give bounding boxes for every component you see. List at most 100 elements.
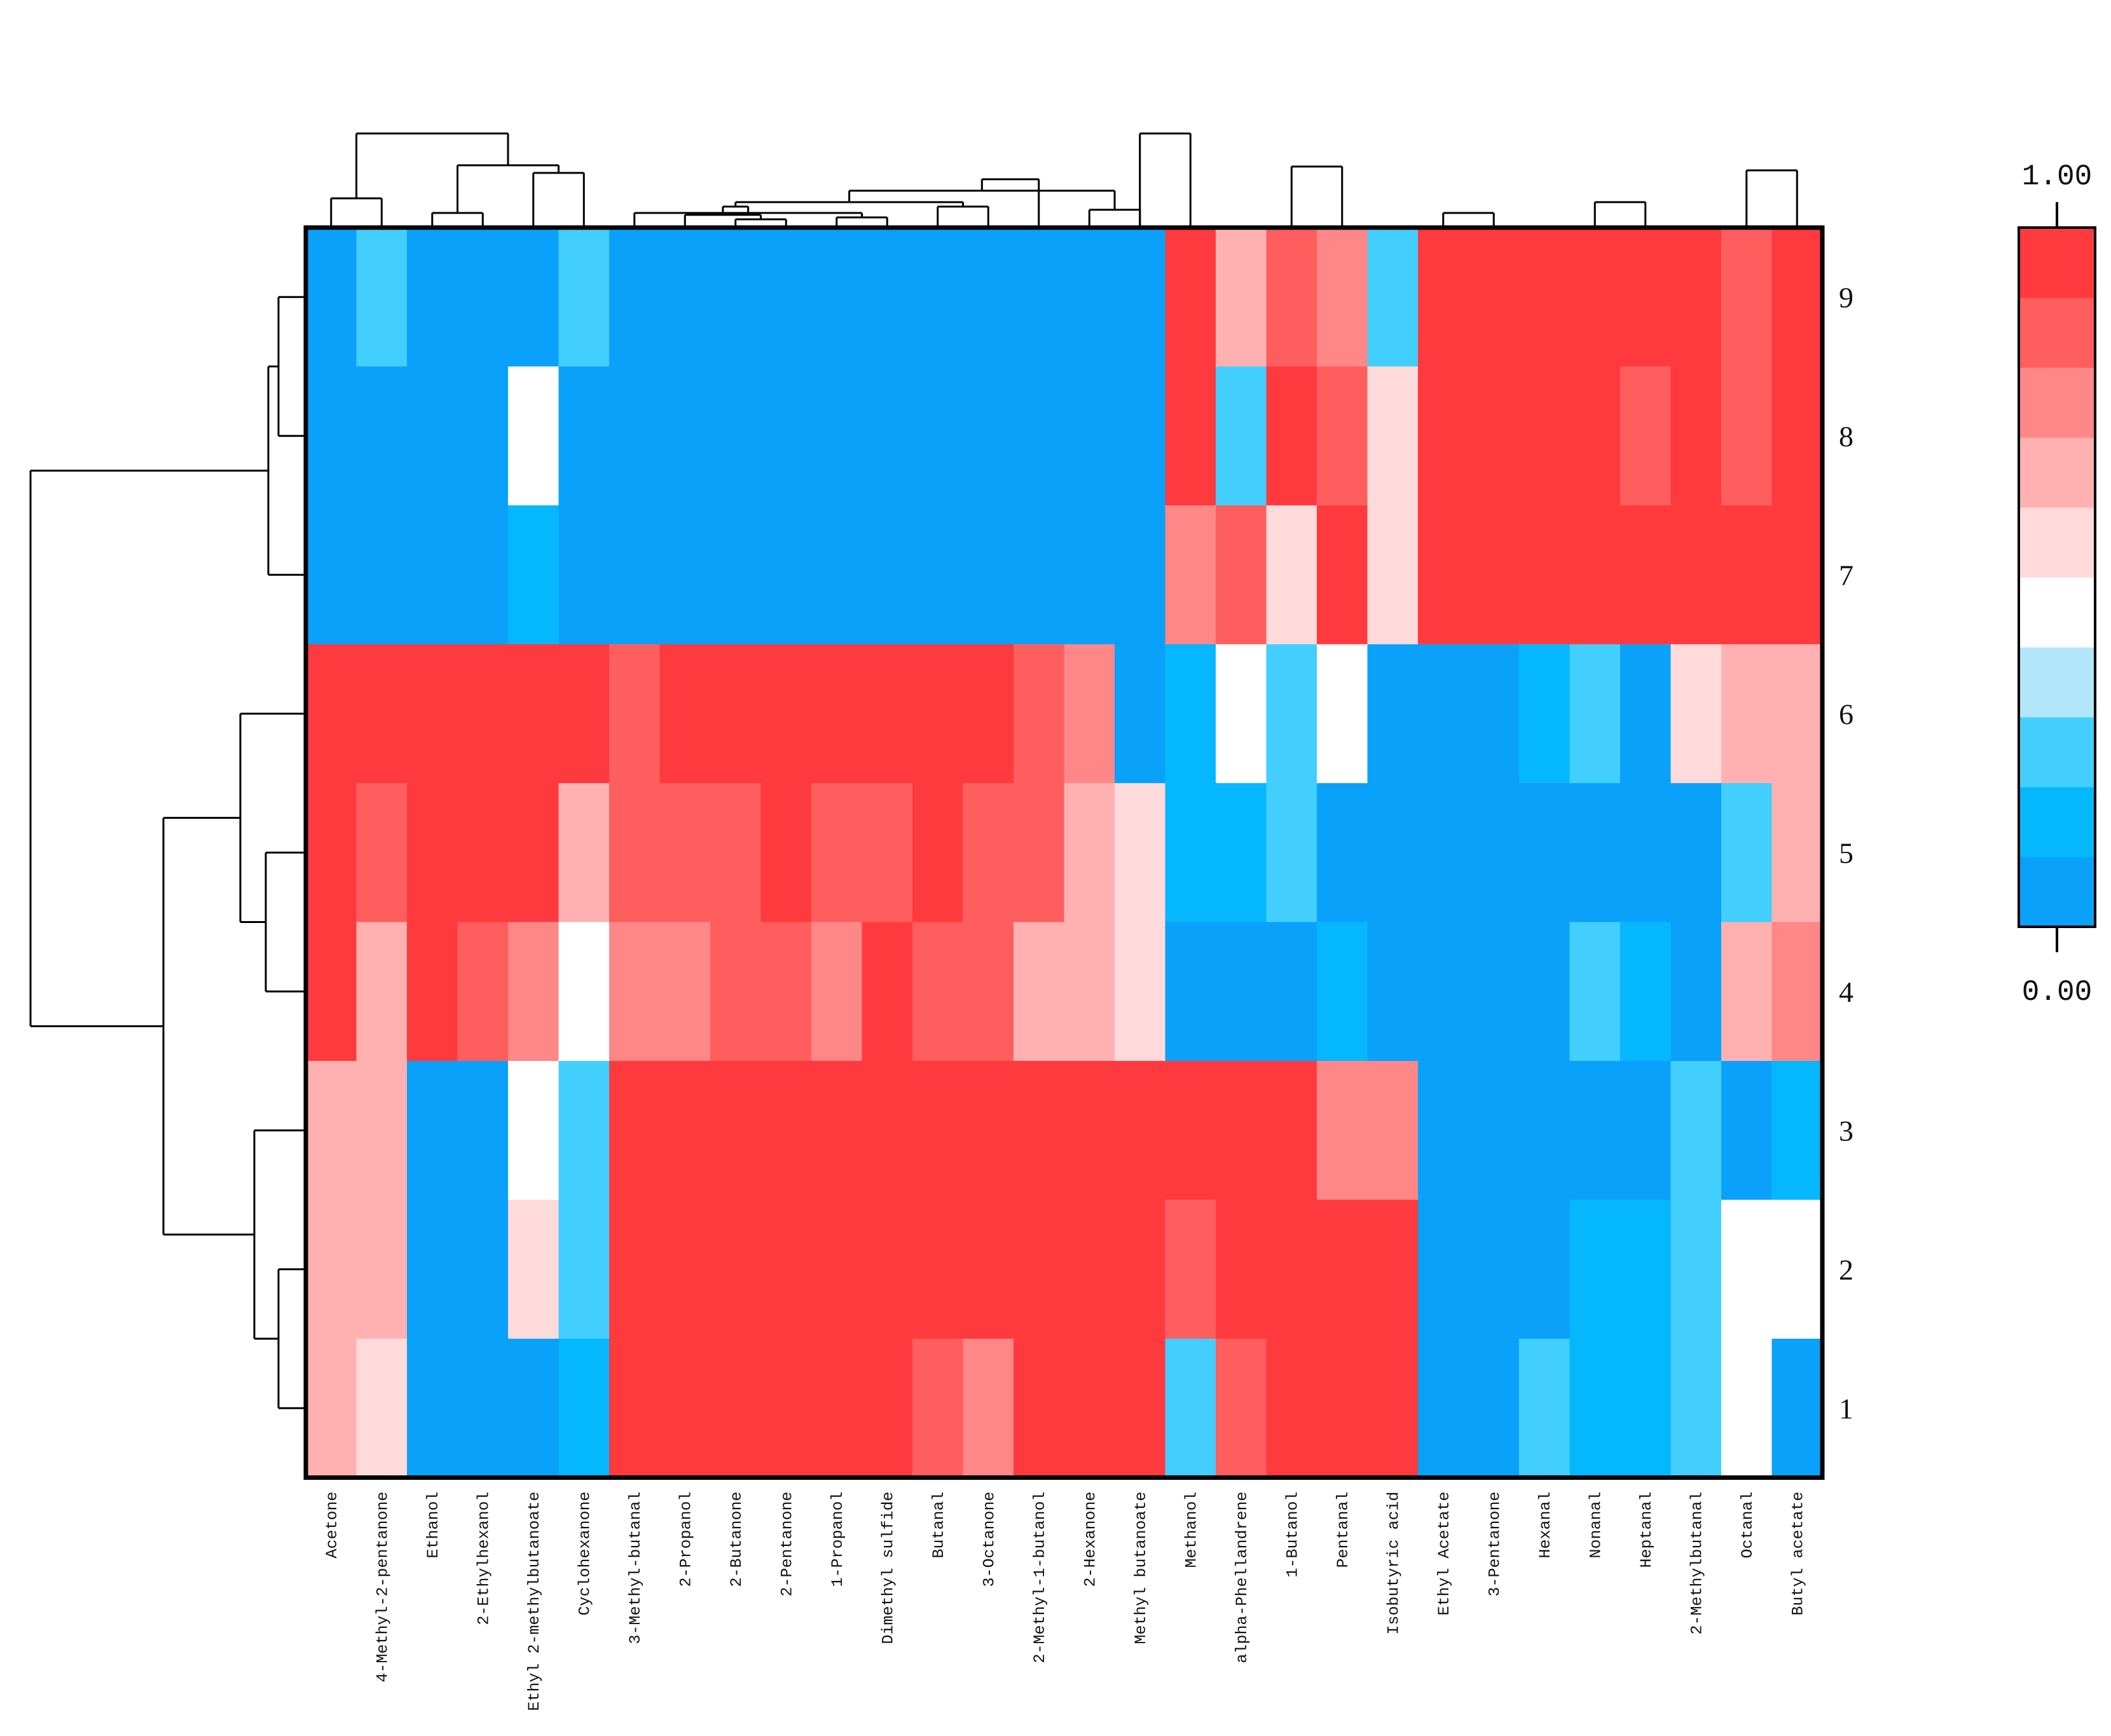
heatmap-cell: [306, 644, 357, 784]
heatmap-cell: [1620, 1199, 1672, 1339]
heatmap-cell: [1317, 505, 1368, 645]
column-label: 3-Octanone: [980, 1492, 998, 1587]
heatmap-cell: [1721, 1199, 1773, 1339]
row-label: 4: [1839, 976, 1853, 1008]
heatmap-cell: [1569, 1339, 1621, 1479]
heatmap-cell: [1418, 1339, 1469, 1479]
heatmap-cell: [912, 644, 964, 784]
column-label: Ethanol: [424, 1492, 443, 1559]
heatmap-cell: [1064, 922, 1115, 1062]
heatmap-cell: [1670, 1199, 1722, 1339]
row-label: 3: [1839, 1114, 1853, 1147]
legend-swatch: [2019, 228, 2095, 298]
heatmap-cell: [1216, 644, 1267, 784]
heatmap-cell: [407, 228, 458, 367]
heatmap-cell: [407, 1061, 458, 1201]
heatmap-cell: [306, 228, 357, 367]
heatmap-cell: [508, 783, 560, 923]
heatmap-cell: [1468, 1199, 1520, 1339]
heatmap-cell: [760, 366, 812, 506]
heatmap-cell: [356, 505, 408, 645]
heatmap-cell: [1165, 1199, 1216, 1339]
heatmap-cell: [1266, 1199, 1317, 1339]
heatmap-cell: [1771, 922, 1823, 1062]
heatmap-cell: [306, 1061, 357, 1201]
heatmap-cell: [1367, 1199, 1419, 1339]
heatmap-cell: [457, 922, 509, 1062]
heatmap-cell: [1519, 783, 1571, 923]
heatmap-cell: [1670, 783, 1722, 923]
heatmap-cell: [356, 1339, 408, 1479]
heatmap-cell: [558, 1061, 610, 1201]
heatmap-cell: [356, 1199, 408, 1339]
heatmap-cell: [1014, 783, 1065, 923]
heatmap-cell: [912, 505, 964, 645]
column-label: Dimethyl sulfide: [879, 1492, 897, 1644]
heatmap-cell: [1064, 1199, 1115, 1339]
heatmap-cell: [1771, 505, 1823, 645]
heatmap-cell: [659, 922, 711, 1062]
heatmap-cell: [1317, 783, 1368, 923]
heatmap-cell: [710, 1199, 762, 1339]
heatmap-cell: [1317, 1199, 1368, 1339]
heatmap-cell: [1367, 783, 1419, 923]
legend-max-label: 1.00: [2022, 160, 2092, 193]
legend-swatch: [2019, 717, 2095, 788]
heatmap-cell: [1418, 922, 1469, 1062]
heatmap-cell: [1115, 922, 1166, 1062]
legend-swatch: [2019, 647, 2095, 718]
heatmap-cell: [760, 922, 812, 1062]
heatmap-cell: [1620, 922, 1672, 1062]
column-label: Octanal: [1738, 1492, 1757, 1559]
heatmap-cell: [609, 922, 661, 1062]
heatmap-cell: [1569, 644, 1621, 784]
heatmap-cell: [912, 1199, 964, 1339]
heatmap-cell: [659, 1339, 711, 1479]
heatmap-cell: [760, 644, 812, 784]
heatmap-cell: [1064, 505, 1115, 645]
heatmap-cell: [1519, 228, 1571, 367]
heatmap-cell: [1620, 366, 1672, 506]
row-label: 7: [1839, 559, 1853, 591]
column-label: 2-Butanone: [727, 1492, 746, 1587]
column-label: 2-Propanol: [677, 1492, 695, 1587]
heatmap-cell: [1468, 228, 1520, 367]
heatmap-cell: [508, 1339, 560, 1479]
heatmap-cell: [1014, 1339, 1065, 1479]
heatmap-cell: [1216, 505, 1267, 645]
heatmap-cell: [1266, 1061, 1317, 1201]
heatmap-cell: [1670, 505, 1722, 645]
heatmap-cell: [1670, 644, 1722, 784]
heatmap-cell: [1266, 783, 1317, 923]
column-label: 3-Pentanone: [1485, 1492, 1504, 1597]
heatmap-cell: [356, 228, 408, 367]
column-label: Ethyl Acetate: [1435, 1492, 1454, 1616]
heatmap-cell: [1721, 1061, 1773, 1201]
heatmap-cell: [1418, 228, 1469, 367]
heatmap-cell: [1367, 1339, 1419, 1479]
heatmap-cell: [1367, 228, 1419, 367]
heatmap-cell: [912, 228, 964, 367]
heatmap-cell: [1418, 1061, 1469, 1201]
heatmap-cell: [1670, 922, 1722, 1062]
heatmap-cell: [659, 1061, 711, 1201]
heatmap-cell: [1266, 505, 1317, 645]
heatmap-cell: [306, 1339, 357, 1479]
heatmap-cell: [1620, 644, 1672, 784]
heatmap-cell: [1266, 922, 1317, 1062]
heatmap-cell: [1165, 783, 1216, 923]
column-label: Pentanal: [1334, 1492, 1352, 1568]
heatmap-cell: [811, 644, 863, 784]
heatmap-cell: [356, 644, 408, 784]
heatmap-cell: [659, 228, 711, 367]
heatmap-cell: [306, 922, 357, 1062]
column-label: 2-Hexanone: [1081, 1492, 1099, 1587]
heatmap-cell: [659, 1199, 711, 1339]
heatmap-cell: [912, 922, 964, 1062]
heatmap-cell: [609, 228, 661, 367]
heatmap-cell: [1216, 783, 1267, 923]
heatmap-cell: [811, 922, 863, 1062]
heatmap-cell: [1519, 505, 1571, 645]
heatmap-cell: [710, 228, 762, 367]
heatmap-cell: [1721, 922, 1773, 1062]
